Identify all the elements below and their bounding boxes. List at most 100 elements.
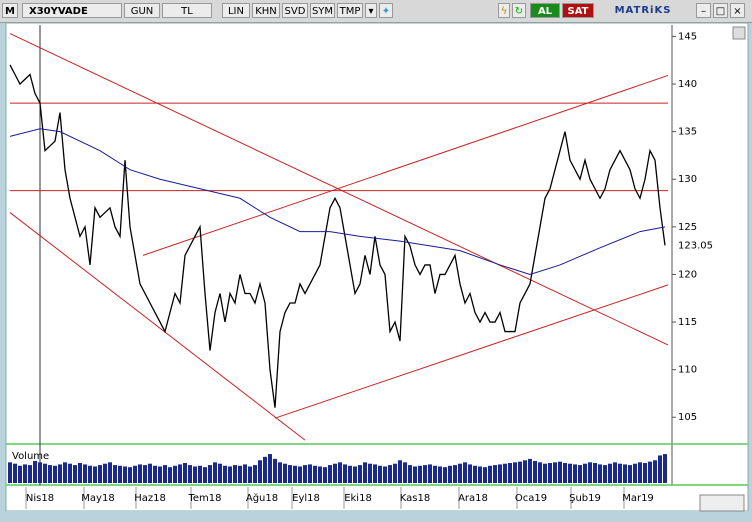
price-line bbox=[9, 128, 666, 275]
volume-bar bbox=[463, 462, 467, 483]
volume-bar bbox=[613, 462, 617, 483]
volume-bar bbox=[458, 463, 462, 483]
x-tick-label: Eyl18 bbox=[292, 493, 320, 504]
minimize[interactable]: – bbox=[696, 3, 711, 18]
volume-bar bbox=[103, 463, 107, 483]
volume-bar bbox=[423, 465, 427, 483]
brand: MATRiKS bbox=[614, 5, 672, 16]
trendline bbox=[9, 212, 306, 441]
volume-bar bbox=[618, 463, 622, 483]
volume-bar bbox=[528, 458, 532, 483]
volume-bar bbox=[303, 465, 307, 483]
volume-bar bbox=[28, 465, 32, 483]
volume-bar bbox=[298, 466, 302, 483]
volume-bar bbox=[643, 463, 647, 483]
volume-bar bbox=[468, 464, 472, 483]
refresh-icon[interactable]: ↻ bbox=[512, 3, 526, 18]
y-tick-label: 110 bbox=[678, 365, 697, 376]
symbol[interactable]: X30YVADE bbox=[22, 3, 122, 18]
volume-bar bbox=[18, 465, 22, 483]
y-tick-label: 115 bbox=[678, 317, 697, 328]
x-tick-label: Kas18 bbox=[400, 493, 430, 504]
y-tick-label: 145 bbox=[678, 31, 697, 42]
volume-bar bbox=[383, 466, 387, 483]
volume-bar bbox=[288, 465, 292, 483]
volume-bar bbox=[358, 465, 362, 483]
volume-bar bbox=[148, 463, 152, 483]
volume-bar bbox=[118, 465, 122, 483]
x-tick-label: Ara18 bbox=[458, 493, 488, 504]
volume-bar bbox=[513, 462, 517, 483]
volume-bar bbox=[623, 464, 627, 483]
volume-bar bbox=[158, 466, 162, 483]
volume-bar bbox=[203, 467, 207, 483]
volume-bar bbox=[308, 464, 312, 483]
volume-bar bbox=[243, 464, 247, 483]
volume-bar bbox=[213, 462, 217, 483]
share-icon[interactable]: ✦ bbox=[379, 3, 393, 18]
volume-bar bbox=[113, 465, 117, 483]
dropdown[interactable]: ▾ bbox=[365, 3, 377, 18]
maximize[interactable]: □ bbox=[713, 3, 728, 18]
sell-button[interactable]: SAT bbox=[562, 3, 594, 18]
volume-bar bbox=[58, 464, 62, 483]
volume-bar bbox=[53, 465, 57, 483]
footer bbox=[6, 511, 748, 522]
volume-bar bbox=[218, 463, 222, 483]
volume-bar bbox=[223, 465, 227, 483]
settings-button bbox=[699, 494, 745, 512]
volume-bar bbox=[228, 466, 232, 483]
button[interactable]: SYM bbox=[310, 3, 335, 18]
button[interactable]: TL bbox=[162, 3, 212, 18]
volume-bar bbox=[153, 465, 157, 483]
volume-bar bbox=[88, 465, 92, 483]
button[interactable]: LIN bbox=[222, 3, 250, 18]
x-tick-label: May18 bbox=[81, 493, 114, 504]
volume-bar bbox=[128, 467, 132, 483]
close[interactable]: × bbox=[730, 3, 745, 18]
volume-bar bbox=[198, 465, 202, 483]
button[interactable]: KHN bbox=[252, 3, 280, 18]
x-tick-label: Ağu18 bbox=[246, 492, 278, 504]
volume-bar bbox=[323, 467, 327, 483]
volume-bar bbox=[98, 465, 102, 483]
volume-bar bbox=[568, 463, 572, 483]
volume-bar bbox=[438, 466, 442, 483]
volume-bar bbox=[628, 465, 632, 483]
volume-bar bbox=[558, 461, 562, 483]
volume-bar bbox=[313, 465, 317, 483]
y-tick-label: 135 bbox=[678, 127, 697, 138]
button[interactable]: GUN bbox=[124, 3, 160, 18]
x-tick-label: Eki18 bbox=[344, 493, 372, 504]
volume-bar bbox=[588, 462, 592, 483]
y-tick-label: 125 bbox=[678, 222, 697, 233]
volume-bar bbox=[603, 465, 607, 483]
y-tick-label: 130 bbox=[678, 174, 697, 185]
buy-button[interactable]: AL bbox=[530, 3, 560, 18]
volume-bar bbox=[338, 462, 342, 483]
volume-bar bbox=[68, 463, 72, 483]
volume-bar bbox=[408, 465, 412, 483]
volume-bar bbox=[578, 465, 582, 483]
volume-bar bbox=[333, 463, 337, 483]
zap-icon[interactable]: ϟ bbox=[498, 3, 510, 18]
button[interactable]: TMP bbox=[337, 3, 363, 18]
volume-bar bbox=[518, 461, 522, 483]
volume-bar bbox=[363, 462, 367, 483]
scroll-button bbox=[732, 26, 746, 40]
volume-bar bbox=[273, 458, 277, 483]
last-price-box bbox=[674, 238, 718, 253]
volume-bar bbox=[283, 463, 287, 483]
button[interactable]: SVD bbox=[282, 3, 308, 18]
volume-bar bbox=[163, 465, 167, 483]
volume-bar bbox=[93, 466, 97, 483]
volume-bar bbox=[253, 465, 257, 483]
volume-bar bbox=[183, 463, 187, 483]
volume-bar bbox=[168, 467, 172, 483]
volume-bar bbox=[498, 464, 502, 483]
volume-bar bbox=[328, 465, 332, 483]
volume-bar bbox=[373, 464, 377, 483]
trendline bbox=[274, 284, 669, 419]
logo[interactable]: M bbox=[2, 3, 18, 18]
